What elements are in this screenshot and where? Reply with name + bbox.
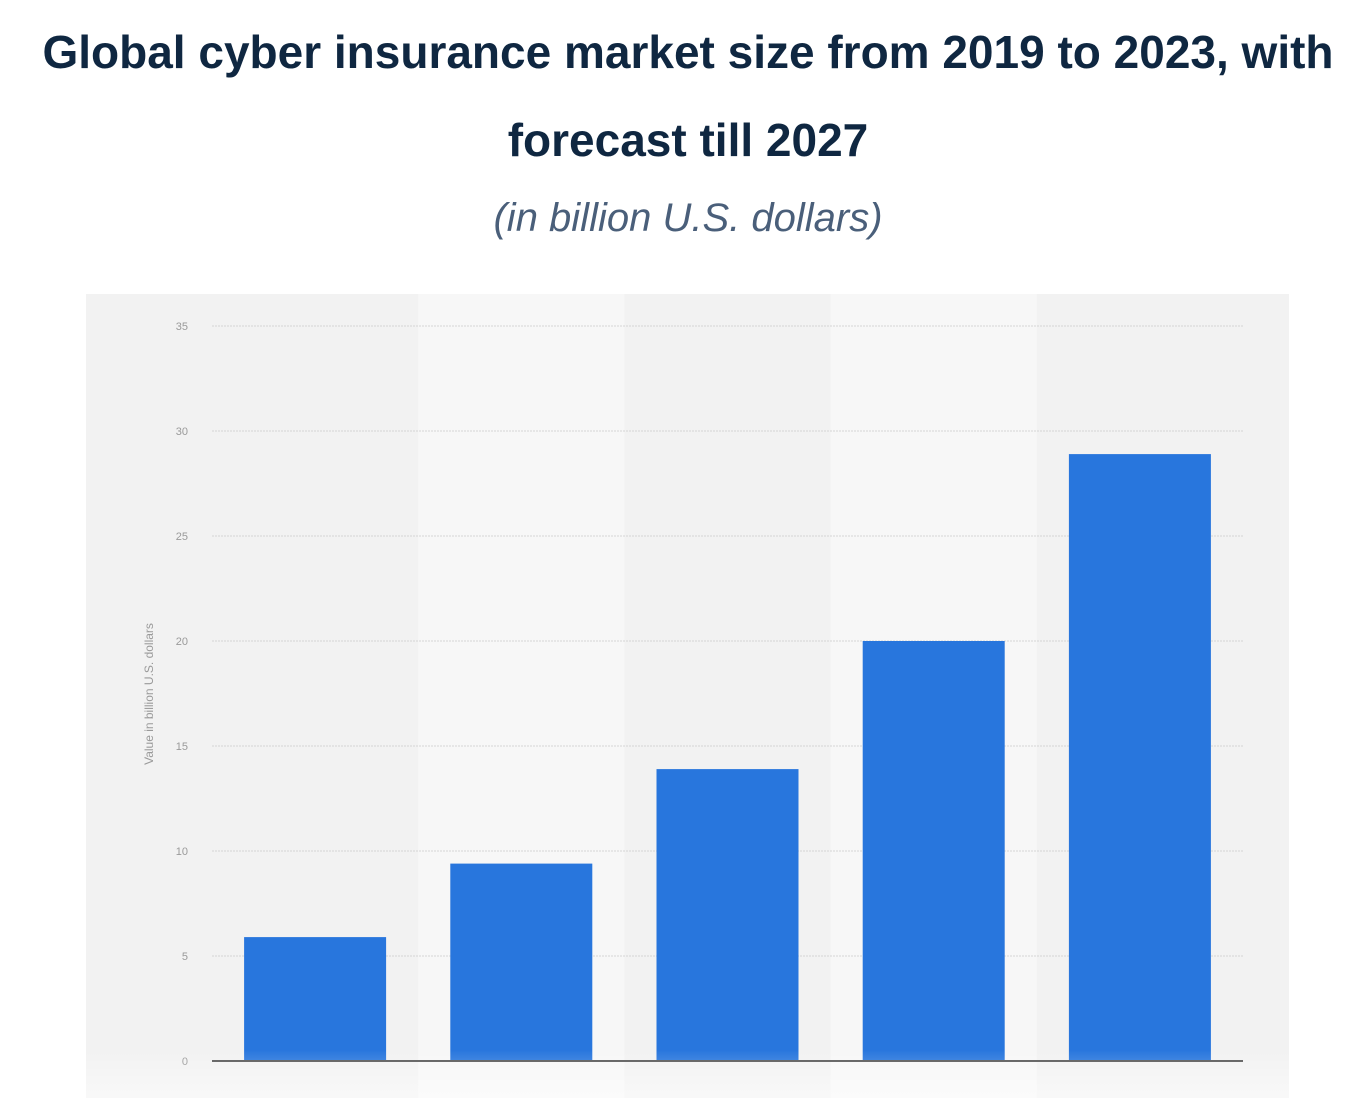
chart-subtitle: (in billion U.S. dollars): [493, 196, 883, 240]
bottom-fade: [0, 1050, 1360, 1098]
y-tick-label: 25: [176, 531, 188, 543]
bar: [244, 937, 387, 1061]
chart-title: Global cyber insurance market size from …: [42, 26, 1334, 166]
y-tick-label: 15: [176, 741, 188, 753]
bar: [450, 863, 593, 1061]
y-axis-label: Value in billion U.S. dollars: [142, 623, 156, 765]
bar: [862, 641, 1005, 1061]
y-tick-label: 20: [176, 636, 188, 648]
y-tick-label: 35: [176, 321, 188, 333]
y-tick-label: 10: [176, 846, 188, 858]
y-tick-label: 5: [182, 951, 188, 963]
y-tick-label: 30: [176, 426, 188, 438]
bar: [1068, 454, 1211, 1062]
bar: [656, 769, 799, 1061]
